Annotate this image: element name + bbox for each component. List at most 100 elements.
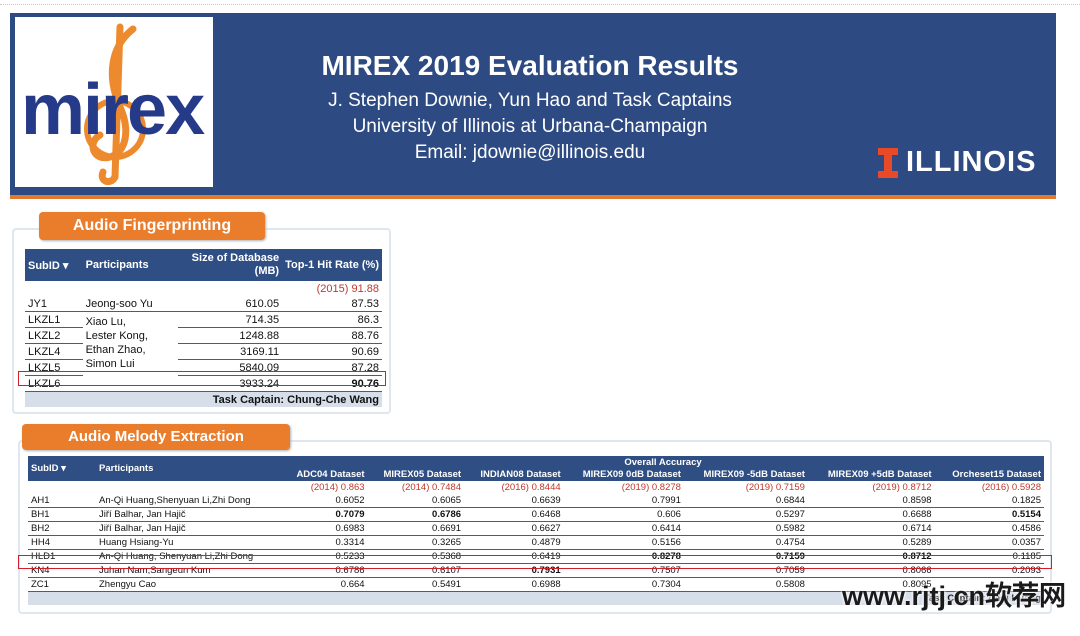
melody-panel	[18, 440, 1052, 614]
row-id: JY1	[25, 296, 83, 312]
row-value: 0.1825	[934, 494, 1044, 508]
row-size: 3933.24	[177, 375, 283, 392]
row-participants: An-Qi Huang, Shenyuan Li,Zhi Dong	[96, 549, 282, 564]
table-row: JY1 Jeong-soo Yu 610.05 87.53	[25, 296, 382, 312]
illinois-logo: ILLINOIS	[878, 146, 1036, 179]
row-value: 0.8598	[807, 494, 935, 508]
row-value: 0.5154	[934, 507, 1044, 522]
table-row: LKZL6 3933.24 90.76	[25, 375, 382, 392]
row-id: LKZL6	[25, 375, 83, 392]
col-size: Size of Database (MB)	[191, 252, 280, 277]
table-header-row: SubID ▾ Participants Size of Database (M…	[25, 249, 382, 281]
row-rate: 88.76	[282, 327, 382, 344]
row-rate: 87.53	[282, 296, 382, 312]
row-participants: Jiří Balhar, Jan Hajič	[96, 507, 282, 522]
row-value: 0.2093	[934, 563, 1044, 578]
row-value: 0.606	[563, 507, 684, 522]
row-value: 0.5156	[563, 535, 684, 550]
participant-name: Xiao Lu,	[85, 316, 126, 328]
task-captain: Task Captain: Anqi Huang	[28, 591, 1044, 605]
row-value: 0.6414	[563, 521, 684, 536]
participant-name: Simon Lui	[85, 358, 135, 370]
col-dataset: MIREX09 -5dB Dataset	[703, 469, 805, 480]
table-row: ZC1 Zhengyu Cao 0.664 0.5491 0.6988 0.73…	[28, 577, 1044, 592]
table-row: AH1 An-Qi Huang,Shenyuan Li,Zhi Dong 0.6…	[28, 494, 1044, 508]
row-rate: 90.69	[282, 343, 382, 360]
dataset-header-row: ADC04 Dataset MIREX05 Dataset INDIAN08 D…	[28, 468, 1044, 481]
row-size: 714.35	[177, 311, 283, 328]
header-accent-bar	[10, 195, 1056, 199]
row-value: 0.6691	[367, 521, 465, 536]
row-size: 3169.11	[177, 343, 283, 360]
baseline-value: (2019) 0.8278	[621, 482, 681, 493]
col-participants: Participants	[85, 259, 149, 271]
participant-name: Lester Kong,	[85, 330, 148, 342]
captain-row: Task Captain: Chung-Che Wang	[25, 391, 382, 407]
row-value: 0.5491	[367, 577, 465, 592]
highlight-box	[18, 555, 1052, 569]
row-value: 0.6419	[464, 549, 564, 564]
row-value: 0.3265	[367, 535, 465, 550]
row-value: 0.1185	[934, 549, 1044, 564]
row-value: 0.8095	[807, 577, 935, 592]
shared-participants: Xiao Lu, Lester Kong, Ethan Zhao, Simon …	[82, 311, 178, 392]
table-row: KN4 Juhan Nam,Sangeun Kum 0.6786 0.6107 …	[28, 563, 1044, 578]
row-value: 0.6627	[464, 521, 564, 536]
row-value: 0.664	[282, 577, 368, 592]
col-dataset: MIREX09 0dB Dataset	[582, 469, 681, 480]
authors: J. Stephen Downie, Yun Hao and Task Capt…	[328, 90, 732, 111]
row-size: 1248.88	[177, 327, 283, 344]
watermark: www.rjtj.cn软荐网	[842, 581, 1067, 611]
col-subid[interactable]: SubID ▾	[31, 463, 66, 474]
row-value: 0.6639	[464, 494, 564, 508]
institution: University of Illinois at Urbana-Champai…	[352, 116, 708, 137]
row-value: 0.5982	[683, 521, 808, 536]
table-header-row: SubID ▾ Participants Overall Accuracy	[28, 456, 1044, 474]
table-row: LKZL2 1248.88 88.76	[25, 327, 382, 344]
email[interactable]: Email: jdownie@illinois.edu	[414, 142, 646, 163]
col-subid[interactable]: SubID ▾	[28, 259, 69, 272]
baseline-value: (2014) 0.7484	[401, 482, 462, 493]
row-participants: Juhan Nam,Sangeun Kum	[96, 563, 282, 578]
row-id: AH1	[28, 494, 96, 508]
table-row: BH2 Jiří Balhar, Jan Hajič 0.6983 0.6691…	[28, 521, 1044, 536]
row-id: KN4	[28, 563, 96, 578]
row-participants: Jiří Balhar, Jan Hajič	[96, 521, 282, 536]
row-value: 0.8712	[807, 549, 935, 564]
row-value: 0.8278	[563, 549, 684, 564]
row-id: ZC1	[28, 577, 96, 592]
top-dotted-line	[0, 4, 1080, 5]
logo-wordmark: mirex	[21, 70, 205, 150]
row-value: 0.6714	[807, 521, 935, 536]
row-value: 0.7991	[563, 494, 684, 508]
melody-badge: Audio Melody Extraction	[22, 424, 290, 450]
table-row: HH4 Huang Hsiang-Yu 0.3314 0.3265 0.4879…	[28, 535, 1044, 550]
row-value: 0.7507	[563, 563, 684, 578]
row-value: 0.5233	[282, 549, 368, 564]
col-dataset: INDIAN08 Dataset	[480, 469, 561, 480]
baseline-value: (2019) 0.8712	[872, 482, 932, 493]
row-value: 0.6786	[367, 507, 465, 522]
col-overall-accuracy: Overall Accuracy	[624, 456, 702, 468]
row-value: 0.3314	[282, 535, 368, 550]
row-value: 0.0357	[934, 535, 1044, 550]
treble-clef-icon	[84, 23, 146, 186]
task-captain: Task Captain: Chung-Che Wang	[25, 391, 382, 407]
row-participants: Huang Hsiang-Yu	[96, 535, 282, 550]
row-value: 0.7159	[683, 549, 808, 564]
row-value: 0.7304	[563, 577, 684, 592]
row-value: 0.4879	[464, 535, 564, 550]
mirex-logo: mirex	[15, 17, 213, 187]
row-id: BH2	[28, 521, 96, 536]
table-row: LKZL1 Xiao Lu, Lester Kong, Ethan Zhao, …	[25, 311, 382, 392]
row-value: 0.5808	[683, 577, 808, 592]
col-dataset: MIREX09 +5dB Dataset	[827, 469, 932, 480]
row-id: LKZL4	[25, 343, 83, 360]
row-value: 0.6468	[464, 507, 564, 522]
row-value: 0.6786	[282, 563, 368, 578]
row-participants: An-Qi Huang,Shenyuan Li,Zhi Dong	[96, 494, 282, 508]
table-row: HLD1 An-Qi Huang, Shenyuan Li,Zhi Dong 0…	[28, 549, 1044, 564]
baseline-value: (2019) 0.7159	[745, 482, 805, 493]
baseline-value: (2016) 0.8444	[501, 482, 561, 493]
row-value: 0.6844	[683, 494, 808, 508]
